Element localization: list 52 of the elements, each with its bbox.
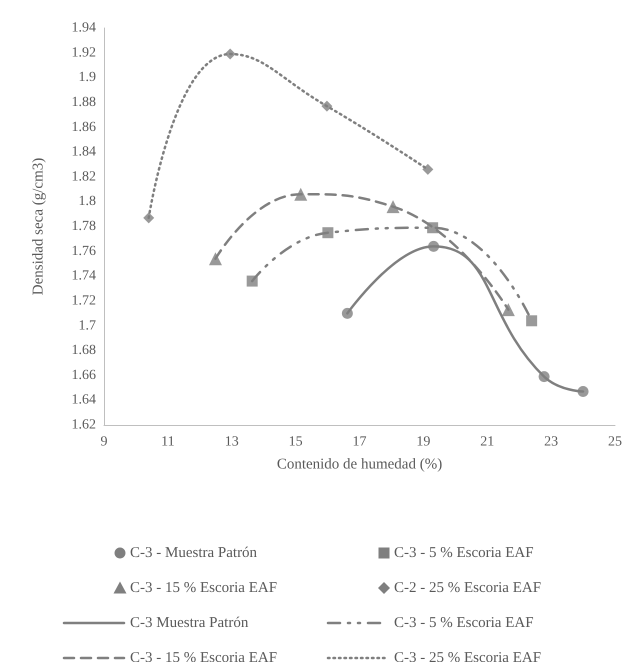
y-tick-label: 1.66	[72, 368, 96, 383]
point	[342, 308, 353, 319]
y-tick-label: 1.92	[72, 45, 96, 60]
x-tick-label: 17	[352, 434, 366, 450]
x-tick-label: 9	[100, 434, 108, 450]
legend-label: C-3 - 5 % Escoria EAF	[394, 545, 534, 561]
x-tick-label: 21	[480, 434, 494, 450]
y-tick-label: 1.76	[72, 244, 96, 259]
y-tick-label: 1.62	[72, 418, 96, 432]
point	[321, 100, 332, 112]
x-tick-label: 11	[161, 434, 175, 450]
legend-label: C-3 - 5 % Escoria EAF	[394, 615, 534, 631]
y-tick-label: 1.82	[72, 169, 96, 184]
legend-label: C-3 - Muestra Patrón	[130, 545, 258, 561]
y-tick-label: 1.88	[72, 94, 96, 110]
point	[386, 200, 400, 214]
y-tick-label: 1.64	[72, 392, 96, 408]
point	[422, 164, 434, 175]
point	[322, 227, 334, 238]
point	[427, 222, 438, 234]
y-tick-label: 1.94	[72, 20, 96, 36]
point	[526, 315, 538, 326]
point	[428, 240, 440, 252]
y-tick-label: 1.72	[72, 293, 96, 308]
legend-label: C-3 - 15 % Escoria EAF	[130, 580, 278, 596]
point	[294, 188, 308, 201]
legend-label: C-3 - 25 % Escoria EAF	[394, 650, 542, 666]
y-axis-title: Densidad seca (g/cm3)	[30, 158, 46, 296]
point	[208, 252, 222, 266]
y-tick-label: 1.8	[78, 194, 96, 210]
point	[143, 212, 154, 224]
point	[502, 303, 515, 316]
x-axis-title: Contenido de humedad (%)	[276, 456, 442, 472]
y-tick-label: 1.7	[78, 318, 96, 334]
point	[538, 371, 550, 382]
point	[246, 276, 258, 287]
x-tick-label: 23	[544, 434, 558, 450]
x-tick-label: 13	[224, 434, 239, 450]
point	[578, 386, 589, 397]
y-tick-label: 1.68	[72, 343, 96, 358]
point	[224, 48, 236, 60]
y-tick-label: 1.74	[72, 268, 96, 284]
x-tick-label: 25	[608, 434, 622, 450]
legend-label: C-3 - 15 % Escoria EAF	[130, 650, 278, 666]
x-tick-label: 19	[416, 434, 430, 450]
x-tick-label: 15	[288, 434, 303, 450]
legend-label: C-2 - 25 % Escoria EAF	[394, 580, 542, 596]
y-tick-label: 1.78	[72, 219, 96, 234]
y-tick-label: 1.84	[72, 144, 96, 160]
legend-label: C-3 Muestra Patrón	[130, 615, 249, 631]
y-tick-label: 1.9	[78, 70, 96, 86]
y-tick-label: 1.86	[72, 120, 96, 135]
